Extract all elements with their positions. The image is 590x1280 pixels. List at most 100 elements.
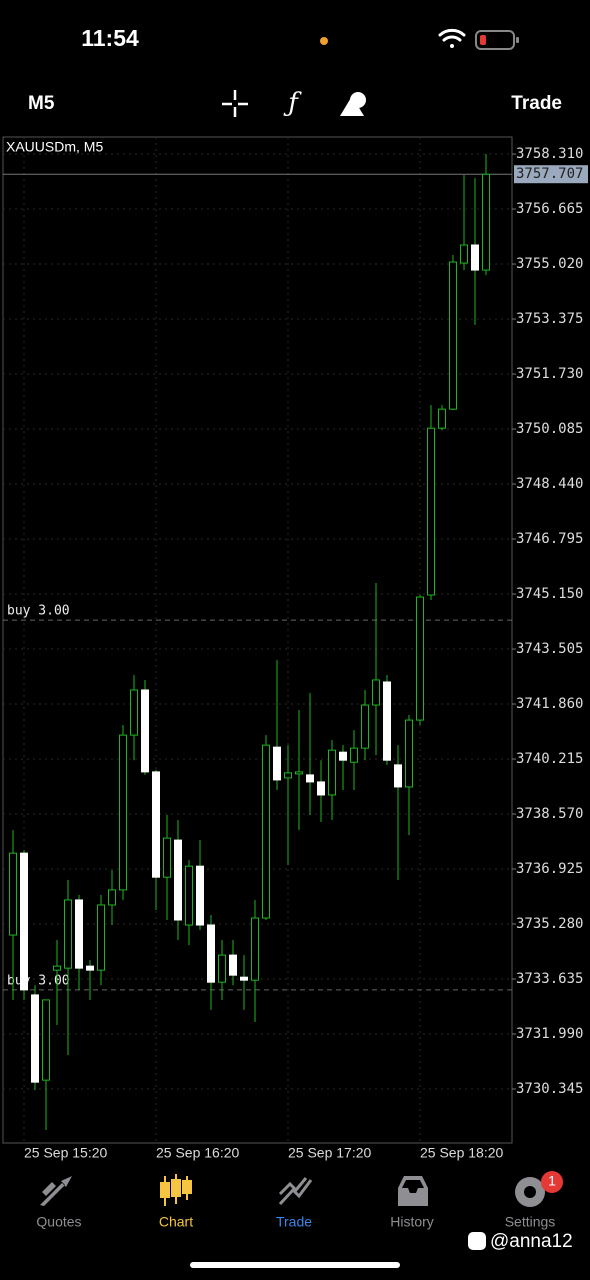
candle-body <box>108 889 116 906</box>
badge <box>541 1171 563 1193</box>
candle-body <box>130 689 138 736</box>
y-tick-label: 3746.795 <box>516 531 583 547</box>
x-tick-label: 25 Sep 16:20 <box>156 1145 240 1161</box>
y-tick-label: 3741.860 <box>516 696 583 712</box>
candle-body <box>317 781 325 796</box>
candle-body <box>31 994 39 1083</box>
candle-body <box>207 924 215 983</box>
candle-body <box>141 689 149 773</box>
candle-body <box>372 679 380 706</box>
battery-icon <box>475 30 519 50</box>
quotes-icon <box>40 1176 72 1206</box>
y-tick-label: 3740.215 <box>516 751 583 767</box>
candle-body <box>119 734 127 891</box>
tab-label[interactable]: Settings <box>505 1214 556 1230</box>
x-tick-label: 25 Sep 17:20 <box>288 1145 372 1161</box>
objects-icon[interactable] <box>340 92 366 116</box>
tab-label[interactable]: Quotes <box>36 1214 81 1230</box>
chart <box>2 136 513 1144</box>
tab-bar: 1 Quotes Chart Trade History Settings <box>36 1171 563 1230</box>
candle-body <box>295 771 303 775</box>
tab-label[interactable]: History <box>390 1214 434 1230</box>
badge-count: 1 <box>548 1173 556 1189</box>
price-box <box>514 165 588 184</box>
candle-body <box>460 244 468 264</box>
candle-body <box>471 244 479 271</box>
status-time: 11:54 <box>81 25 139 51</box>
watermark-icon <box>468 1232 486 1250</box>
indicators-icon[interactable]: ƒ <box>283 88 302 118</box>
y-tick-label: 3753.375 <box>516 311 583 327</box>
candle-body <box>449 261 457 410</box>
candle-body <box>306 774 314 783</box>
trade-icon <box>278 1177 313 1206</box>
y-tick-label: 3750.085 <box>516 421 583 437</box>
history-icon <box>398 1176 428 1206</box>
y-tick-label: 3748.440 <box>516 476 583 492</box>
y-tick-label: 3730.345 <box>516 1081 583 1097</box>
candle-body <box>273 746 281 781</box>
candle-body <box>394 764 402 788</box>
order-label: buy 3.00 <box>7 604 70 619</box>
candle-body <box>174 839 182 921</box>
candle-body <box>196 865 204 926</box>
candle-body <box>97 904 105 971</box>
home-indicator <box>190 1262 400 1268</box>
candle-body <box>64 899 72 969</box>
tab-label[interactable]: Trade <box>276 1214 312 1230</box>
candle-body <box>427 427 435 596</box>
price-label: 3757.707 <box>516 166 583 182</box>
candle-body <box>152 771 160 878</box>
timeframe[interactable]: M5 <box>28 93 55 114</box>
candle-body <box>240 976 248 981</box>
candle-body <box>42 999 50 1081</box>
trade-button[interactable]: Trade <box>511 93 562 114</box>
y-tick-label: 3736.925 <box>516 861 583 877</box>
y-tick-label: 3758.310 <box>516 146 583 162</box>
candle-body <box>361 704 369 749</box>
x-tick-label: 25 Sep 18:20 <box>420 1145 504 1161</box>
order-label: buy 3.00 <box>7 973 70 988</box>
tab-label[interactable]: Chart <box>159 1214 193 1230</box>
candle-body <box>284 772 292 779</box>
x-tick-label: 25 Sep 15:20 <box>24 1145 108 1161</box>
wifi-icon <box>438 28 466 48</box>
y-tick-label: 3731.990 <box>516 1026 583 1042</box>
y-tick-label: 3733.635 <box>516 971 583 987</box>
crosshair-icon[interactable] <box>222 90 248 117</box>
candle-body <box>416 596 424 721</box>
candle-body <box>163 837 171 878</box>
candle-body <box>405 719 413 788</box>
watermark: @anna12 <box>490 1231 573 1252</box>
candle-body <box>262 744 270 919</box>
y-tick-label: 3738.570 <box>516 806 583 822</box>
candle-body <box>218 954 226 983</box>
chart-icon <box>160 1174 192 1206</box>
y-tick-label: 3755.020 <box>516 256 583 272</box>
settings-icon <box>515 1177 545 1207</box>
candle-body <box>229 954 237 976</box>
candle-body <box>86 965 94 971</box>
candle-body <box>20 852 28 991</box>
candle-body <box>53 965 61 971</box>
candle-body <box>482 173 490 271</box>
chart-title: XAUUSDm, M5 <box>6 139 103 155</box>
candle-body <box>339 751 347 761</box>
y-tick-label: 3735.280 <box>516 916 583 932</box>
y-tick-label: 3745.150 <box>516 586 583 602</box>
y-tick-label: 3756.665 <box>516 201 583 217</box>
plot-frame <box>2 136 513 1144</box>
candle-body <box>185 865 193 926</box>
candle-body <box>9 852 17 936</box>
candle-body <box>383 681 391 761</box>
candle-body <box>251 917 259 981</box>
candle-body <box>328 749 336 796</box>
candle-body <box>75 899 83 969</box>
candle-body <box>350 747 358 763</box>
candle-body <box>438 408 446 429</box>
status-dot <box>320 37 328 45</box>
y-tick-label: 3751.730 <box>516 366 583 382</box>
